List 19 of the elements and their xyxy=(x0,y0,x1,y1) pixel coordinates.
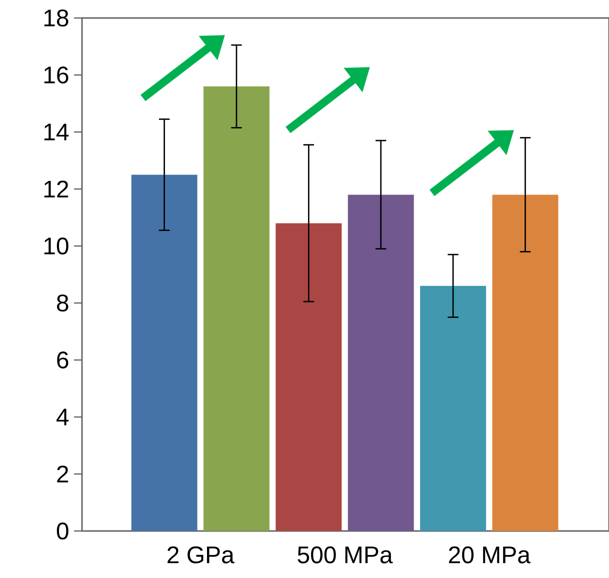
bar xyxy=(420,286,486,531)
y-tick-label: 2 xyxy=(57,466,68,482)
y-tick-label: 6 xyxy=(57,351,68,368)
y-tick-label: 12 xyxy=(44,180,68,198)
y-tick-label: 8 xyxy=(56,294,68,312)
y-tick-label: 4 xyxy=(56,408,69,426)
y-tick-label: 14 xyxy=(44,124,69,140)
bar xyxy=(204,86,270,531)
x-tick-label: 20 MPa xyxy=(449,546,530,564)
y-tick-label: 10 xyxy=(44,237,68,254)
y-tick-label: 0 xyxy=(56,522,68,540)
bar xyxy=(492,194,558,531)
x-tick-label: 2 GPa xyxy=(168,546,234,564)
bar xyxy=(276,223,342,531)
x-tick-label: 500 MPa xyxy=(298,546,393,564)
y-tick-label: 16 xyxy=(44,66,68,84)
bar xyxy=(131,174,198,531)
y-tick-label: 18 xyxy=(44,9,68,26)
bar xyxy=(348,194,414,531)
